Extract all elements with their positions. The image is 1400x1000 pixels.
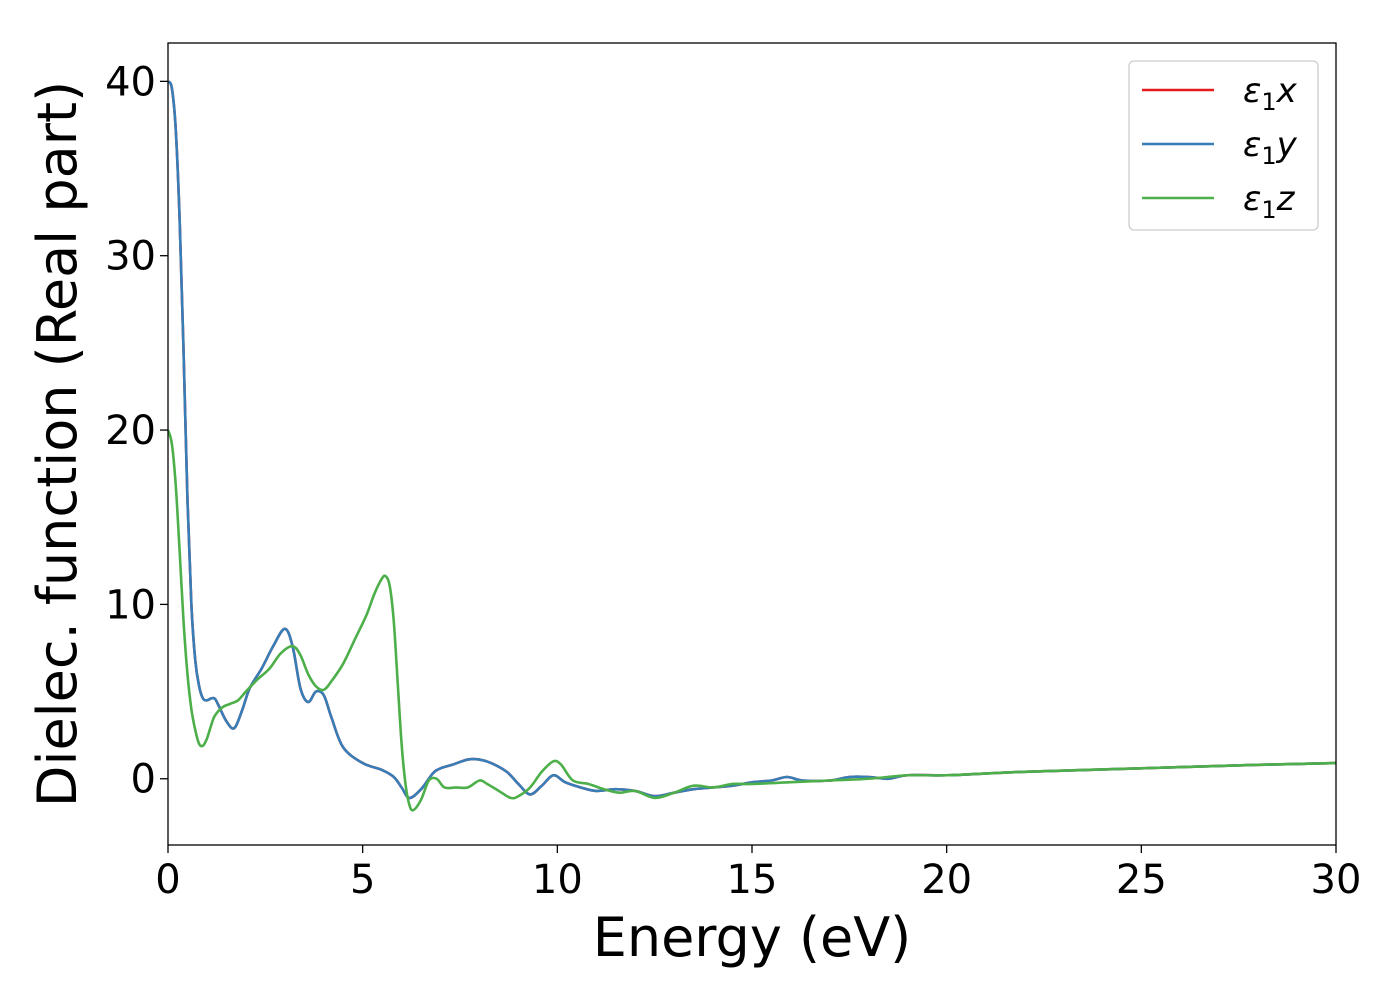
x-tick-label: 15 (727, 857, 778, 903)
x-tick-label: 30 (1311, 857, 1362, 903)
legend-label-z: ε1z (1243, 179, 1296, 224)
legend-label-x: ε1x (1243, 71, 1298, 116)
y-tick-label: 10 (105, 582, 156, 628)
y-axis: 0 10 20 30 40 (105, 59, 168, 803)
y-tick-label: 40 (105, 59, 156, 105)
x-tick-label: 25 (1116, 857, 1167, 903)
x-tick-label: 0 (155, 857, 180, 903)
legend-box (1128, 60, 1319, 231)
x-axis: 0 5 10 15 20 25 30 (155, 845, 1361, 903)
legend: ε1x ε1y ε1z (1128, 60, 1319, 231)
y-tick-label: 0 (131, 757, 156, 803)
y-tick-label: 20 (105, 408, 156, 454)
legend-label-y: ε1y (1243, 125, 1298, 170)
x-tick-label: 10 (532, 857, 583, 903)
x-tick-label: 20 (921, 857, 972, 903)
x-axis-title: Energy (eV) (593, 906, 912, 969)
y-axis-title: Dielec. function (Real part) (26, 81, 89, 807)
series-line-z (168, 429, 1336, 812)
series-line-y (168, 80, 1336, 800)
x-tick-label: 5 (350, 857, 375, 903)
series-layer (168, 80, 1336, 812)
y-tick-label: 30 (105, 234, 156, 280)
